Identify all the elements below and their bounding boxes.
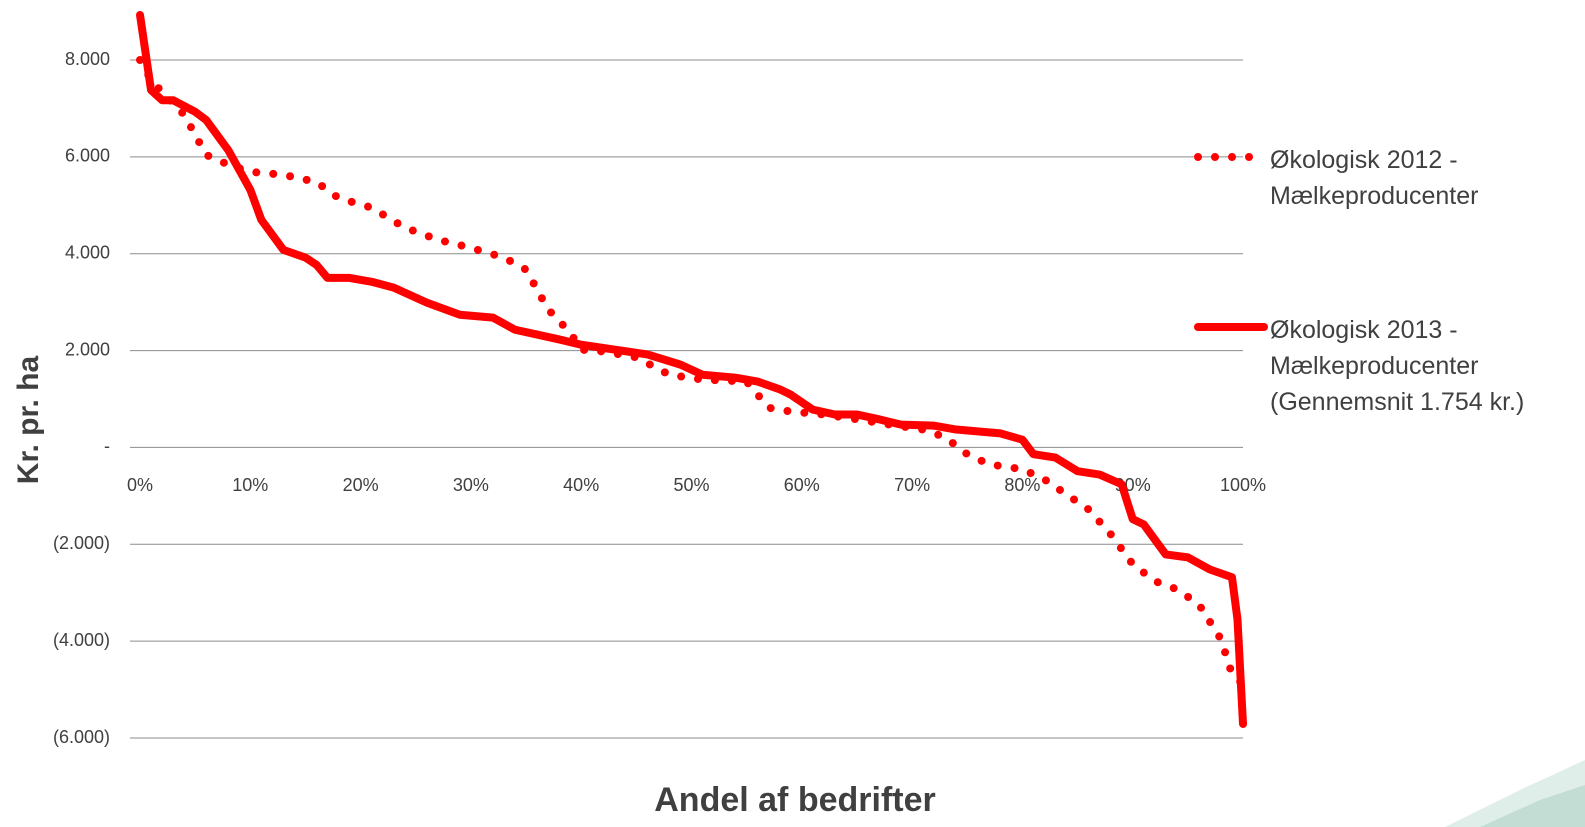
x-tick-label: 30% (453, 475, 489, 495)
x-tick-label: 80% (1004, 475, 1040, 495)
x-tick-label: 40% (563, 475, 599, 495)
y-tick-label: (6.000) (53, 727, 110, 747)
x-axis-title: Andel af bedrifter (654, 781, 935, 819)
x-tick-label: 20% (343, 475, 379, 495)
y-tick-label: 4.000 (65, 242, 110, 262)
legend-label: Økologisk 2013 - Mælkeproducenter (Genne… (1270, 316, 1525, 416)
series-line (136, 56, 1247, 689)
legend-label: Økologisk 2012 - Mælkeproducenter (1270, 146, 1479, 210)
y-tick-label: 8.000 (65, 49, 110, 69)
y-axis-title: Kr. pr. ha (12, 356, 45, 485)
y-tick-label: 2.000 (65, 339, 110, 359)
x-tick-label: 0% (127, 475, 153, 495)
x-tick-label: 10% (232, 475, 268, 495)
x-tick-label: 60% (784, 475, 820, 495)
y-tick-label: (4.000) (53, 630, 110, 650)
series-line (136, 10, 1247, 728)
y-tick-label: 6.000 (65, 146, 110, 166)
x-tick-label: 100% (1220, 475, 1266, 495)
x-tick-label: 50% (673, 475, 709, 495)
x-tick-label: 70% (894, 475, 930, 495)
y-tick-label: - (104, 436, 110, 456)
y-tick-label: (2.000) (53, 533, 110, 553)
corner-decoration (1480, 785, 1585, 827)
